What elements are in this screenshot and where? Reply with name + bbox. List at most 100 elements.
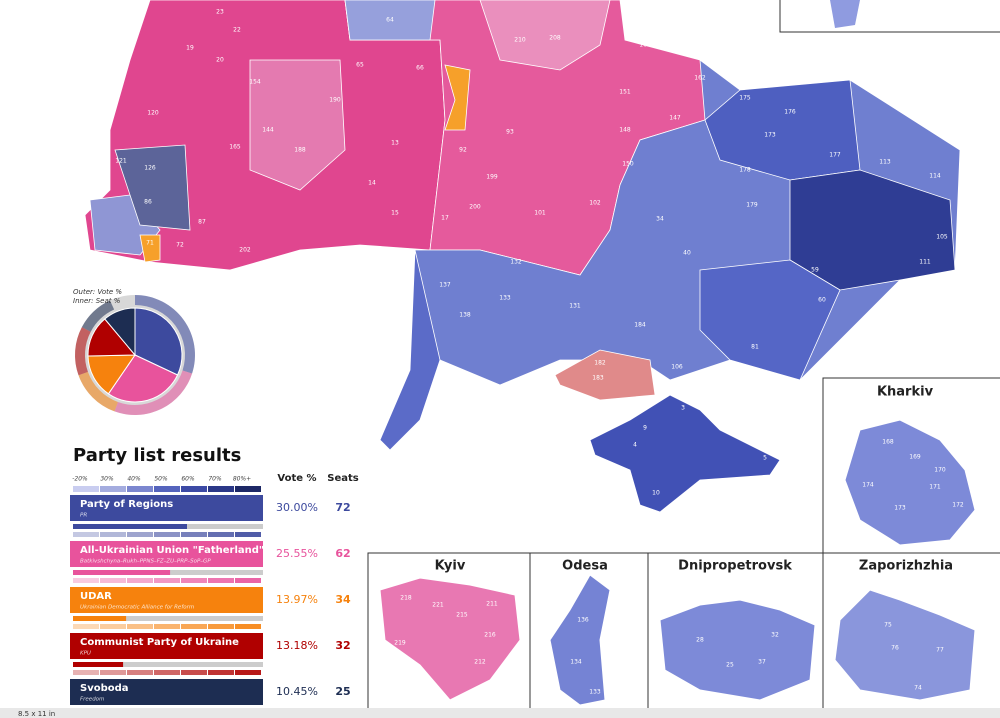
district-label: 168 xyxy=(882,439,894,446)
seat-count: 72 xyxy=(335,501,350,514)
scale-swatch xyxy=(127,486,153,492)
region-kherson xyxy=(554,349,656,401)
inset-frame-top xyxy=(779,0,1000,33)
district-label: 179 xyxy=(746,202,758,209)
inset-title: Zaporizhzhia xyxy=(859,559,953,574)
seat-count: 25 xyxy=(335,685,350,698)
region-odesa xyxy=(379,249,441,451)
scale-swatch xyxy=(100,670,126,675)
party-accent xyxy=(70,495,73,521)
region-north-blue xyxy=(344,0,436,41)
scale-swatch xyxy=(154,624,180,629)
district-label: 221 xyxy=(432,602,444,609)
party-box xyxy=(73,541,263,567)
district-label: 22 xyxy=(233,27,241,34)
scale-swatch xyxy=(181,578,207,583)
district-label: 92 xyxy=(459,147,467,154)
district-label: 215 xyxy=(456,612,468,619)
scale-swatch xyxy=(181,670,207,675)
party-subtitle: Batkivshchyna–Rukh–PPNS–FZ–ZU–PRP–SoP–GP xyxy=(80,559,211,565)
district-label: 133 xyxy=(589,689,601,696)
district-label: 65 xyxy=(356,62,364,69)
district-label: 200 xyxy=(469,204,481,211)
scale-swatch xyxy=(208,486,234,492)
district-label: 34 xyxy=(656,216,664,223)
scale-swatch xyxy=(73,532,99,537)
district-label: 133 xyxy=(499,295,511,302)
region-dark-west xyxy=(114,144,191,231)
status-bar xyxy=(0,708,1000,718)
region-crimea xyxy=(589,394,781,513)
vote-bar xyxy=(73,616,127,621)
district-label: 76 xyxy=(891,645,899,652)
district-label: 114 xyxy=(929,173,941,180)
district-label: 4 xyxy=(633,442,637,449)
party-accent xyxy=(70,679,73,705)
party-subtitle: PR xyxy=(80,513,87,519)
seat-count: 62 xyxy=(335,547,350,560)
district-label: 74 xyxy=(914,685,922,692)
inset-frame-kharkiv xyxy=(822,377,1000,553)
district-label: 10 xyxy=(652,490,660,497)
district-label: 147 xyxy=(669,115,681,122)
district-label: 101 xyxy=(534,210,546,217)
district-label: 144 xyxy=(262,127,274,134)
inset-kharkiv-shape xyxy=(844,419,976,546)
district-label: 176 xyxy=(784,109,796,116)
district-label: 154 xyxy=(249,79,261,86)
district-label: 37 xyxy=(758,659,766,666)
scale-label: 80%+ xyxy=(233,476,251,483)
party-subtitle: Ukrainian Democratic Alliance for Reform xyxy=(80,605,194,611)
district-label: 121 xyxy=(115,158,127,165)
district-label: 150 xyxy=(622,161,634,168)
vote-percent: 30.00% xyxy=(276,501,318,514)
district-label: 218 xyxy=(400,595,412,602)
scale-swatch xyxy=(235,532,261,537)
vote-bar xyxy=(73,524,187,529)
inset-frame-bottom xyxy=(367,552,1000,708)
scale-swatch xyxy=(154,532,180,537)
scale-swatch xyxy=(235,578,261,583)
district-label: 71 xyxy=(146,240,154,247)
district-label: 59 xyxy=(811,267,819,274)
district-label: 216 xyxy=(484,632,496,639)
party-accent xyxy=(70,633,73,659)
inset-title: Kharkiv xyxy=(877,385,934,400)
scale-label: 60% xyxy=(181,476,195,483)
seat-count: 34 xyxy=(335,593,351,606)
district-label: 173 xyxy=(894,505,906,512)
district-label: 28 xyxy=(696,637,704,644)
scale-swatch xyxy=(181,624,207,629)
scale-label: 50% xyxy=(154,476,168,483)
district-label: 151 xyxy=(619,89,631,96)
district-label: 93 xyxy=(506,129,514,136)
vote-arc xyxy=(75,327,91,376)
party-name: Party of Regions xyxy=(80,499,173,510)
scale-swatch xyxy=(100,486,126,492)
district-label: 72 xyxy=(176,242,184,249)
vote-percent: 25.55% xyxy=(276,547,318,560)
district-label: 32 xyxy=(771,632,779,639)
party-results: Party list results -20% 30% 40% 50% 60% 70% 80%… xyxy=(70,445,359,718)
district-label: 190 xyxy=(329,97,341,104)
inset-dnipro-shape xyxy=(659,599,816,701)
vote-percent: 13.18% xyxy=(276,639,318,652)
scale-swatch xyxy=(208,670,234,675)
seat-slice xyxy=(134,307,183,376)
seat-slice xyxy=(104,307,136,357)
district-label: 66 xyxy=(416,65,424,72)
district-label: 102 xyxy=(589,200,601,207)
legend-note: Inner: Seat % xyxy=(73,297,121,305)
party-name: UDAR xyxy=(80,591,112,602)
district-label: 40 xyxy=(683,250,691,257)
district-label: 86 xyxy=(144,199,152,206)
inset-zap-shape xyxy=(834,589,976,701)
district-label: 126 xyxy=(144,165,156,172)
district-label: 131 xyxy=(569,303,581,310)
region-zaporizhzhia xyxy=(699,259,841,381)
scale-swatch xyxy=(127,578,153,583)
scale-swatch xyxy=(73,624,99,629)
district-label: 210 xyxy=(514,37,526,44)
vote-bar-track xyxy=(73,662,263,667)
district-label: 174 xyxy=(862,482,874,489)
